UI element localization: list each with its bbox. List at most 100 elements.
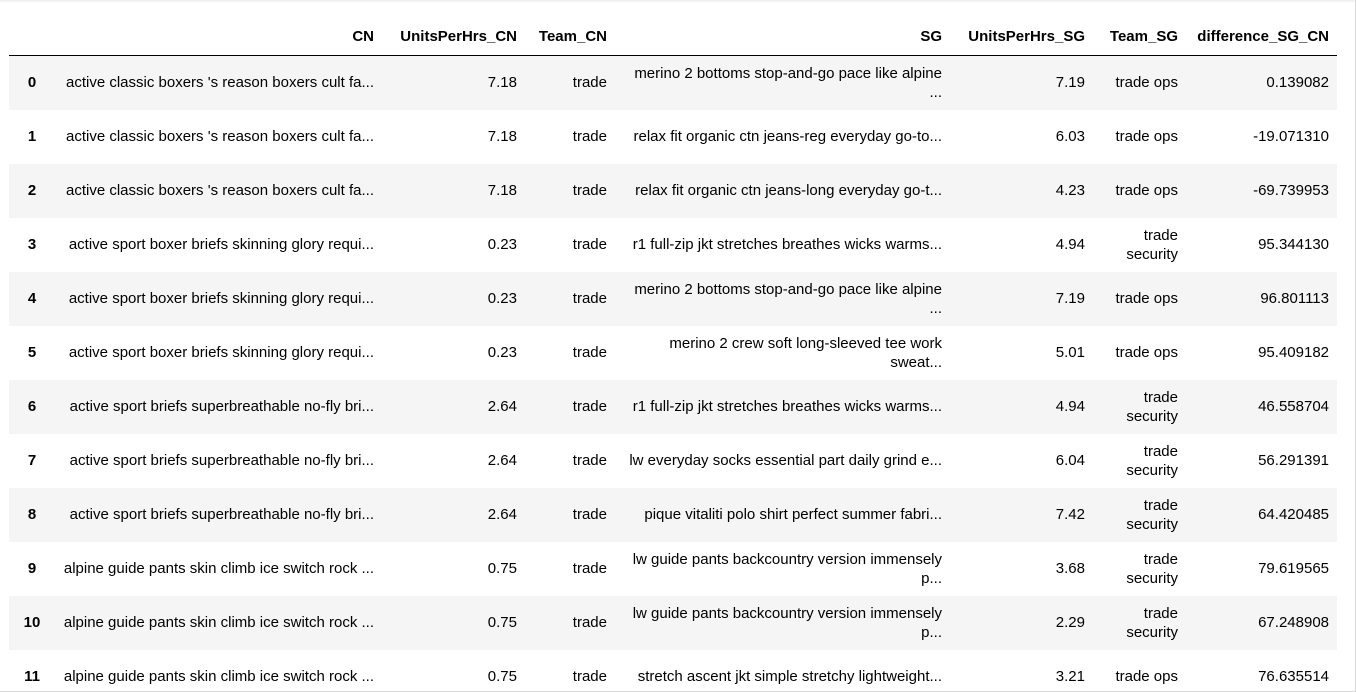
units-cn-cell: 7.18 (487, 182, 517, 199)
difference-cell: 56.291391 (1258, 452, 1329, 469)
sg-cell: lw guide pants backcountry version immen… (632, 550, 942, 587)
sg-cell: stretch ascent jkt simple stretchy light… (637, 668, 942, 685)
difference-cell: 46.558704 (1258, 398, 1329, 415)
sg-cell: r1 full-zip jkt stretches breathes wicks… (632, 236, 942, 253)
sg-cell: relax fit organic ctn jeans-reg everyday… (633, 128, 942, 145)
team-sg-cell: trade security (1126, 388, 1178, 425)
units-sg-cell: 7.42 (1055, 506, 1085, 523)
cn-cell: active sport briefs superbreathable no-f… (69, 506, 374, 523)
team-cn-cell: trade (572, 560, 607, 577)
cn-cell: active sport boxer briefs skinning glory… (68, 290, 374, 307)
sg-cell: lw everyday socks essential part daily g… (629, 452, 942, 469)
units-cn-cell: 0.75 (487, 614, 517, 631)
header-index (9, 18, 55, 56)
difference-cell: 95.344130 (1258, 236, 1329, 253)
team-cn-cell: trade (572, 452, 607, 469)
units-cn-cell: 7.18 (487, 128, 517, 145)
row-index-cell: 3 (27, 236, 37, 253)
table-row: 6 active sport briefs superbreathable no-… (9, 379, 1337, 434)
units-sg-cell: 3.21 (1055, 668, 1085, 685)
sg-cell: pique vitaliti polo shirt perfect summer… (644, 506, 942, 523)
difference-cell: -69.739953 (1253, 182, 1329, 199)
row-index-cell: 7 (27, 452, 37, 469)
team-sg-cell: trade ops (1115, 344, 1178, 361)
cn-cell: active sport briefs superbreathable no-f… (69, 398, 374, 415)
units-cn-cell: 0.75 (487, 560, 517, 577)
header-team-cn: Team_CN (525, 18, 615, 56)
row-index-cell: 8 (27, 506, 37, 523)
row-index-cell: 1 (27, 128, 37, 145)
team-cn-cell: trade (572, 398, 607, 415)
sg-cell: merino 2 bottoms stop-and-go pace like a… (634, 64, 942, 101)
units-sg-cell: 6.03 (1055, 128, 1085, 145)
table-row: 1 active classic boxers 's reason boxers … (9, 109, 1337, 164)
team-cn-cell: trade (572, 344, 607, 361)
table-row: 11 alpine guide pants skin climb ice swit… (9, 649, 1337, 691)
row-index-cell: 4 (27, 290, 37, 307)
team-sg-cell: trade security (1126, 442, 1178, 479)
difference-cell: 64.420485 (1258, 506, 1329, 523)
cn-cell: active sport boxer briefs skinning glory… (68, 344, 374, 361)
difference-cell: -19.071310 (1253, 128, 1329, 145)
difference-cell: 79.619565 (1258, 560, 1329, 577)
header-team-sg: Team_SG (1093, 18, 1186, 56)
team-sg-cell: trade security (1126, 604, 1178, 641)
team-sg-cell: trade ops (1115, 668, 1178, 685)
team-sg-cell: trade security (1126, 550, 1178, 587)
table-row: 3 active sport boxer briefs skinning glor… (9, 217, 1337, 272)
units-sg-cell: 4.23 (1055, 182, 1085, 199)
units-sg-cell: 4.94 (1055, 398, 1085, 415)
units-cn-cell: 0.23 (487, 344, 517, 361)
units-cn-cell: 2.64 (487, 452, 517, 469)
table-row: 7 active sport briefs superbreathable no-… (9, 433, 1337, 488)
row-index-cell: 6 (27, 398, 37, 415)
table-row: 5 active sport boxer briefs skinning glor… (9, 325, 1337, 380)
table-row: 10 alpine guide pants skin climb ice swit… (9, 595, 1337, 650)
units-sg-cell: 6.04 (1055, 452, 1085, 469)
cn-cell: active classic boxers 's reason boxers c… (66, 74, 374, 92)
units-cn-cell: 7.18 (487, 74, 517, 92)
team-cn-cell: trade (572, 506, 607, 523)
table-row: 0 active classic boxers 's reason boxers … (9, 55, 1337, 110)
header-difference: difference_SG_CN (1186, 18, 1337, 56)
table-body: 0 active classic boxers 's reason boxers … (9, 55, 1337, 691)
cn-cell: active sport briefs superbreathable no-f… (69, 452, 374, 469)
team-sg-cell: trade security (1126, 496, 1178, 533)
dataframe-table: CN UnitsPerHrs_CN Team_CN SG UnitsPerHrs… (9, 18, 1337, 691)
cn-cell: active classic boxers 's reason boxers c… (66, 182, 374, 199)
team-sg-cell: trade ops (1115, 182, 1178, 199)
team-cn-cell: trade (572, 128, 607, 145)
team-cn-cell: trade (572, 182, 607, 199)
header-cn: CN (55, 18, 382, 56)
header-sg: SG (615, 18, 950, 56)
sg-cell: relax fit organic ctn jeans-long everyda… (635, 182, 942, 199)
difference-cell: 76.635514 (1258, 668, 1329, 685)
table-row: 9 alpine guide pants skin climb ice switc… (9, 541, 1337, 596)
row-index-cell: 5 (27, 344, 37, 361)
table-header: CN UnitsPerHrs_CN Team_CN SG UnitsPerHrs… (9, 18, 1337, 56)
table-row: 4 active sport boxer briefs skinning glor… (9, 271, 1337, 326)
row-index-cell: 9 (27, 560, 37, 577)
sg-cell: r1 full-zip jkt stretches breathes wicks… (632, 398, 942, 415)
team-sg-cell: trade ops (1115, 290, 1178, 307)
row-index-cell: 11 (24, 668, 40, 685)
sg-cell: merino 2 crew soft long-sleeved tee work… (669, 334, 942, 371)
header-row: CN UnitsPerHrs_CN Team_CN SG UnitsPerHrs… (9, 18, 1337, 56)
cn-cell: alpine guide pants skin climb ice switch… (63, 668, 374, 685)
units-sg-cell: 7.19 (1055, 74, 1085, 92)
cn-cell: alpine guide pants skin climb ice switch… (63, 614, 374, 631)
difference-cell: 67.248908 (1258, 614, 1329, 631)
units-cn-cell: 2.64 (487, 398, 517, 415)
sg-cell: lw guide pants backcountry version immen… (632, 604, 942, 641)
team-sg-cell: trade ops (1115, 74, 1178, 92)
team-cn-cell: trade (572, 668, 607, 685)
header-units-sg: UnitsPerHrs_SG (950, 18, 1093, 56)
output-top-shadow (0, 0, 1355, 3)
difference-cell: 0.139082 (1266, 74, 1329, 92)
units-sg-cell: 5.01 (1055, 344, 1085, 361)
units-cn-cell: 0.23 (487, 290, 517, 307)
row-index-cell: 0 (27, 74, 37, 92)
units-sg-cell: 3.68 (1055, 560, 1085, 577)
units-cn-cell: 0.75 (487, 668, 517, 685)
